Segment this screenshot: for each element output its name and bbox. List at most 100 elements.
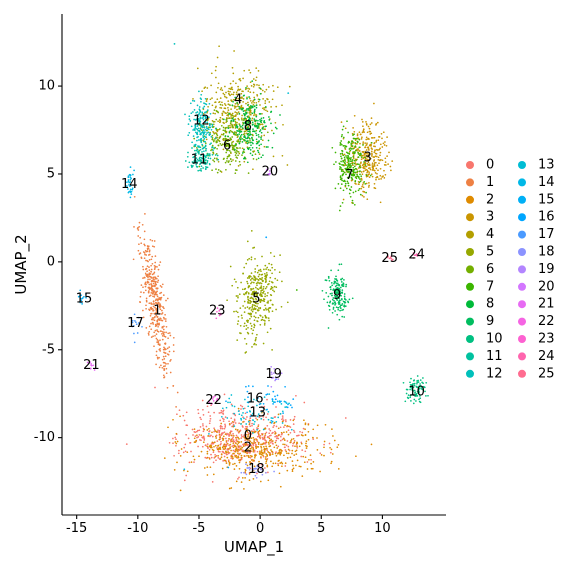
point-cluster-8 xyxy=(250,133,252,136)
point-cluster-2 xyxy=(273,421,276,424)
point-cluster-5 xyxy=(263,290,265,293)
legend-label-24: 24 xyxy=(538,349,555,364)
point-cluster-12 xyxy=(201,126,204,129)
point-cluster-16 xyxy=(271,398,274,400)
point-cluster-5 xyxy=(235,295,238,297)
point-cluster-8 xyxy=(252,139,255,142)
point-cluster-13 xyxy=(255,399,258,402)
point-cluster-18 xyxy=(248,468,251,471)
point-cluster-1 xyxy=(160,313,163,315)
point-cluster-9 xyxy=(338,303,340,305)
point-cluster-1 xyxy=(172,350,175,353)
point-cluster-3 xyxy=(366,170,369,173)
scatter-points xyxy=(77,43,429,492)
point-cluster-18 xyxy=(245,463,247,466)
point-cluster-9 xyxy=(334,285,337,288)
point-cluster-5 xyxy=(244,337,246,340)
point-cluster-10 xyxy=(413,382,416,385)
point-cluster-5 xyxy=(241,288,244,291)
point-cluster-4 xyxy=(229,82,232,85)
point-cluster-0 xyxy=(215,459,217,462)
point-cluster-10 xyxy=(419,397,422,400)
point-cluster-2 xyxy=(240,441,243,443)
point-cluster-8 xyxy=(237,130,239,133)
point-cluster-8 xyxy=(234,148,236,151)
point-cluster-4 xyxy=(212,112,215,115)
point-cluster-2 xyxy=(302,434,304,437)
point-cluster-1 xyxy=(154,291,157,294)
point-cluster-2 xyxy=(244,433,247,436)
point-cluster-5 xyxy=(254,286,257,289)
point-cluster-6 xyxy=(241,154,243,156)
point-cluster-2 xyxy=(233,452,235,455)
point-cluster-2 xyxy=(260,453,263,456)
point-cluster-7 xyxy=(349,189,352,192)
point-cluster-9 xyxy=(330,269,332,272)
point-cluster-4 xyxy=(237,97,240,100)
point-cluster-0 xyxy=(299,430,301,433)
point-cluster-11 xyxy=(195,163,198,166)
point-cluster-4 xyxy=(221,104,224,106)
point-cluster-3 xyxy=(370,155,373,157)
point-cluster-12 xyxy=(199,116,202,119)
point-cluster-3 xyxy=(352,164,354,167)
point-cluster-1 xyxy=(156,293,158,296)
cluster-label-25: 25 xyxy=(381,251,398,266)
point-cluster-1 xyxy=(150,312,152,315)
point-cluster-0 xyxy=(239,429,242,432)
point-cluster-2 xyxy=(230,434,233,437)
point-cluster-7 xyxy=(345,164,347,167)
point-cluster-5 xyxy=(279,254,281,256)
point-cluster-4 xyxy=(237,93,240,96)
point-cluster-4 xyxy=(220,107,223,109)
point-cluster-0 xyxy=(202,430,205,433)
point-cluster-17 xyxy=(137,316,140,319)
point-cluster-2 xyxy=(291,470,294,473)
point-cluster-4 xyxy=(221,118,224,120)
point-cluster-5 xyxy=(235,310,238,313)
point-cluster-4 xyxy=(218,121,221,124)
point-cluster-5 xyxy=(248,277,251,279)
point-cluster-8 xyxy=(256,122,259,125)
point-cluster-1 xyxy=(167,353,170,356)
point-cluster-7 xyxy=(348,175,351,178)
point-cluster-0 xyxy=(292,442,295,445)
point-cluster-3 xyxy=(362,170,365,173)
point-cluster-6 xyxy=(198,165,201,168)
point-cluster-14 xyxy=(127,175,130,177)
point-cluster-0 xyxy=(240,445,242,448)
point-cluster-13 xyxy=(271,420,274,423)
point-cluster-5 xyxy=(271,266,274,269)
point-cluster-5 xyxy=(253,275,255,277)
point-cluster-8 xyxy=(247,118,250,121)
point-cluster-9 xyxy=(332,306,335,309)
point-cluster-2 xyxy=(253,465,256,468)
point-cluster-2 xyxy=(245,427,248,430)
point-cluster-4 xyxy=(249,97,251,100)
point-cluster-6 xyxy=(222,137,225,140)
point-cluster-0 xyxy=(234,454,236,457)
point-cluster-3 xyxy=(364,165,366,168)
point-cluster-0 xyxy=(280,433,283,436)
point-cluster-1 xyxy=(151,321,154,324)
point-cluster-2 xyxy=(307,423,310,426)
point-cluster-0 xyxy=(323,443,325,446)
point-cluster-7 xyxy=(364,164,367,166)
point-cluster-13 xyxy=(287,92,290,94)
point-cluster-8 xyxy=(222,118,225,121)
point-cluster-9 xyxy=(343,304,346,307)
point-cluster-8 xyxy=(243,94,245,97)
point-cluster-0 xyxy=(228,451,231,454)
point-cluster-19 xyxy=(272,376,275,379)
point-cluster-4 xyxy=(224,104,227,107)
point-cluster-5 xyxy=(273,285,276,288)
point-cluster-4 xyxy=(229,124,231,127)
point-cluster-3 xyxy=(371,175,374,178)
point-cluster-5 xyxy=(264,295,266,298)
point-cluster-7 xyxy=(352,147,354,150)
point-cluster-10 xyxy=(412,379,415,382)
point-cluster-18 xyxy=(248,466,251,469)
point-cluster-9 xyxy=(334,304,336,306)
point-cluster-0 xyxy=(270,434,272,437)
point-cluster-7 xyxy=(344,158,346,161)
